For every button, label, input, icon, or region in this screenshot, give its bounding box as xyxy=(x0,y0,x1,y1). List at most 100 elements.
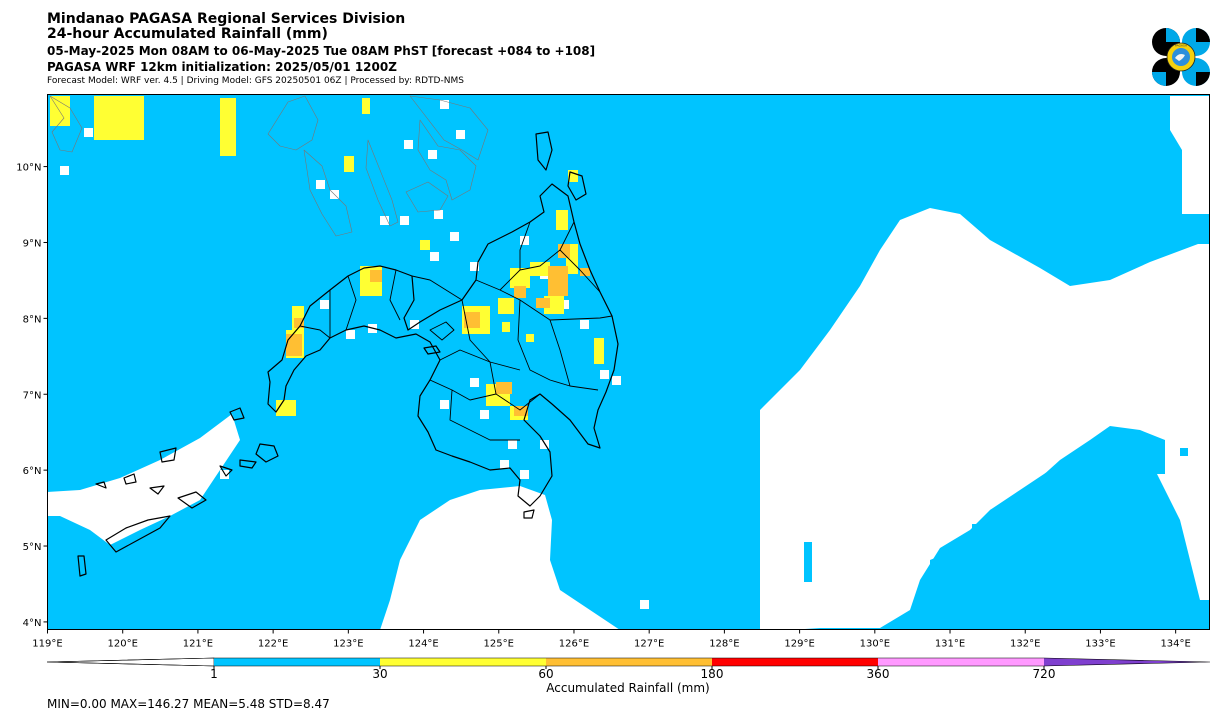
lon-tick-label: 125°E xyxy=(484,639,514,650)
rain-cell-60-2 xyxy=(286,334,302,356)
coastline-layer xyxy=(49,95,619,577)
coastline-leyte xyxy=(417,119,477,201)
coastline-islet-d xyxy=(149,485,165,495)
dry-cell-0 xyxy=(320,300,329,309)
dry-cell-27 xyxy=(346,330,355,339)
lon-tick-label: 126°E xyxy=(559,639,589,650)
rain-cell-30-2 xyxy=(220,98,236,156)
rain-patch-a xyxy=(1180,448,1188,456)
rain-cell-60-1 xyxy=(370,270,382,282)
axis-ticks: 119°E 120°E 121°E 122°E 123°E 124°E 125°E 126°E… xyxy=(16,163,1191,650)
title-division: Mindanao PAGASA Regional Services Divisi… xyxy=(47,11,406,27)
colorbar-tick-label: 720 xyxy=(1033,667,1056,681)
coastline-islet-b xyxy=(239,459,257,469)
dry-cell-28 xyxy=(60,166,69,175)
lon-tick-label: 120°E xyxy=(108,639,138,650)
lon-tick-label: 127°E xyxy=(634,639,664,650)
dry-cell-3 xyxy=(434,210,443,219)
coastline-islet-j xyxy=(423,345,441,355)
lon-tick-label: 128°E xyxy=(709,639,739,650)
dry-cell-20 xyxy=(470,378,479,387)
coastline-tawi-tawi xyxy=(105,515,171,553)
lon-tick-label: 122°E xyxy=(258,639,288,650)
lon-tick-label: 123°E xyxy=(333,639,363,650)
colorbar-tick-label: 1 xyxy=(210,667,218,681)
lon-tick-label: 119°E xyxy=(32,639,62,650)
title-product: 24-hour Accumulated Rainfall (mm) xyxy=(47,26,328,42)
dry-cell-14 xyxy=(520,236,529,245)
pagasa-logo: PAGASA xyxy=(1152,28,1210,86)
dry-cell-6 xyxy=(316,180,325,189)
rain-cell-30-12 xyxy=(530,262,550,276)
coastline-panay xyxy=(267,95,319,151)
coastline-cebu xyxy=(365,139,399,227)
rain-cell-30-10 xyxy=(498,298,514,314)
dry-cell-31 xyxy=(196,476,205,485)
dry-cell-25 xyxy=(520,470,529,479)
dry-cell-34 xyxy=(520,608,529,617)
title-initialization: PAGASA WRF 12km initialization: 2025/05/… xyxy=(47,60,397,74)
dry-cell-22 xyxy=(480,410,489,419)
lat-tick-label: 9°N xyxy=(23,238,42,249)
lon-tick-label: 131°E xyxy=(935,639,965,650)
coastline-samar xyxy=(409,95,489,161)
lon-tick-label: 133°E xyxy=(1085,639,1115,650)
rain-cell-30-11 xyxy=(510,268,530,288)
coastline-basilan xyxy=(255,443,279,463)
lat-tick-label: 5°N xyxy=(23,542,42,553)
rain-cell-30-15 xyxy=(556,210,568,230)
colorbar-tick-label: 60 xyxy=(538,667,553,681)
title-model-info: Forecast Model: WRF ver. 4.5 | Driving M… xyxy=(47,76,464,86)
dry-zone-ne xyxy=(1170,96,1209,214)
dry-cell-21 xyxy=(440,400,449,409)
coastline-mindanao xyxy=(267,183,619,507)
rain-cell-30-17 xyxy=(594,338,604,364)
coastline-islet-a xyxy=(77,555,87,577)
rain-cell-60-8 xyxy=(536,298,550,308)
dry-cell-9 xyxy=(428,150,437,159)
dry-cell-5 xyxy=(470,262,479,271)
rain-cell-60-9 xyxy=(580,268,590,276)
colorbar-tick-label: 30 xyxy=(372,667,387,681)
dry-cell-13 xyxy=(380,216,389,225)
dry-cell-2 xyxy=(410,320,419,329)
coastline-islet-f xyxy=(159,447,177,463)
dry-cell-8 xyxy=(404,140,413,149)
coastline-islet-e xyxy=(123,473,137,485)
title-period: 05-May-2025 Mon 08AM to 06-May-2025 Tue … xyxy=(47,44,596,58)
rain-patch-b xyxy=(972,524,980,532)
map-frame xyxy=(47,94,1210,630)
lon-tick-label: 124°E xyxy=(408,639,438,650)
coastline-islet-g xyxy=(229,407,245,421)
dry-zone-sulu xyxy=(47,414,240,545)
dry-cell-16 xyxy=(560,300,569,309)
dry-cell-11 xyxy=(456,130,465,139)
colorbar-tick-label: 180 xyxy=(701,667,724,681)
rain-cell-30-22 xyxy=(526,334,534,342)
lat-tick-label: 6°N xyxy=(23,466,42,477)
colorbar-label: Accumulated Rainfall (mm) xyxy=(546,681,709,695)
lon-tick-label: 132°E xyxy=(1010,639,1040,650)
lon-tick-label: 130°E xyxy=(860,639,890,650)
dry-cell-23 xyxy=(508,440,517,449)
coastline-palawan-tip xyxy=(49,95,83,153)
coastline-siargao xyxy=(567,171,587,201)
coastline-islet-c xyxy=(219,465,233,477)
lat-tick-label: 10°N xyxy=(16,163,41,174)
rain-cell-60-5 xyxy=(514,406,528,416)
rain-patch-se xyxy=(930,426,1209,630)
dry-cell-18 xyxy=(600,370,609,379)
dry-zone-south xyxy=(380,486,620,630)
dry-cell-26 xyxy=(430,252,439,261)
stats-summary: MIN=0.00 MAX=146.27 MEAN=5.48 STD=8.47 xyxy=(47,697,330,711)
pagasa-logo-text: PAGASA xyxy=(1175,44,1188,48)
rain-cell-30-1 xyxy=(94,96,144,140)
rain-cell-60-0 xyxy=(548,266,568,296)
rain-cell-60-6 xyxy=(558,244,570,258)
rain-cell-30-14 xyxy=(568,170,578,182)
coastline-jolo xyxy=(177,491,207,509)
lat-tick-label: 8°N xyxy=(23,314,42,325)
dry-cell-33 xyxy=(640,600,649,609)
coastline-dinagat xyxy=(535,131,553,171)
rain-cell-30-3 xyxy=(362,98,370,114)
